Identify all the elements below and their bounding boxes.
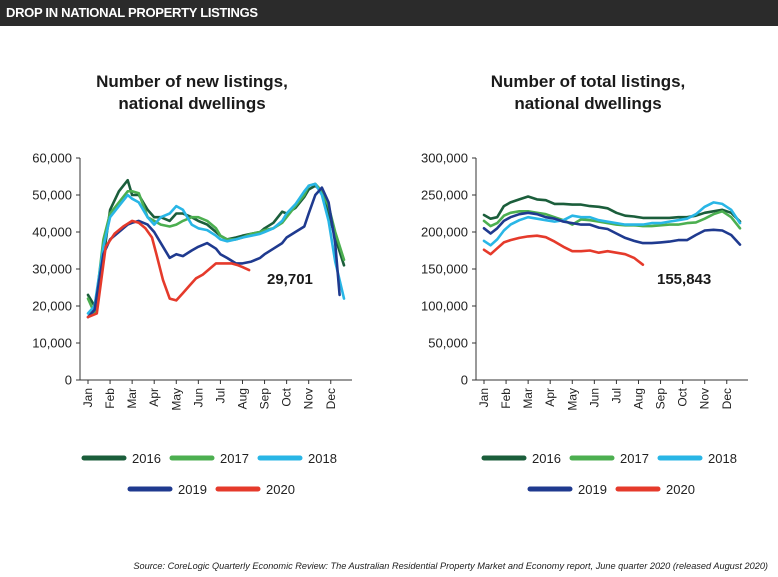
x-tick-label: Jan	[477, 388, 491, 407]
x-tick-label: Mar	[125, 388, 139, 409]
header-banner: DROP IN NATIONAL PROPERTY LISTINGS	[0, 0, 778, 26]
legend-label-2019: 2019	[578, 482, 607, 497]
legend-label-2019: 2019	[178, 482, 207, 497]
x-tick-label: Mar	[521, 388, 535, 409]
chart-title-line: Number of total listings,	[491, 72, 686, 91]
chart-title-line: Number of new listings,	[96, 72, 288, 91]
x-tick-label: Aug	[631, 388, 645, 409]
x-tick-label: Jul	[213, 388, 227, 403]
series-line-2019	[482, 211, 742, 246]
legend-label-2016: 2016	[132, 451, 161, 466]
x-tick-label: Dec	[720, 388, 734, 409]
series-line-2019	[86, 186, 341, 319]
x-tick-label: Feb	[103, 388, 117, 409]
chart-title-line: national dwellings	[118, 94, 265, 113]
banner-title: DROP IN NATIONAL PROPERTY LISTINGS	[6, 5, 258, 20]
x-tick-label: Jun	[191, 388, 205, 407]
y-tick-label: 60,000	[32, 151, 72, 166]
legend-label-2018: 2018	[708, 451, 737, 466]
y-tick-label: 0	[65, 373, 72, 388]
x-tick-label: Dec	[324, 388, 338, 409]
x-tick-label: Jan	[81, 388, 95, 407]
y-tick-label: 300,000	[421, 151, 468, 166]
y-tick-label: 200,000	[421, 225, 468, 240]
y-tick-label: 30,000	[32, 262, 72, 277]
y-tick-label: 100,000	[421, 299, 468, 314]
latest-value-annotation: 29,701	[267, 271, 313, 288]
x-tick-label: Oct	[280, 387, 294, 406]
legend-label-2017: 2017	[220, 451, 249, 466]
legend-label-2020: 2020	[266, 482, 295, 497]
latest-value-annotation: 155,843	[657, 271, 711, 288]
series-line-2017	[482, 210, 742, 230]
x-tick-label: Sep	[258, 388, 272, 410]
y-tick-label: 150,000	[421, 262, 468, 277]
y-tick-label: 20,000	[32, 299, 72, 314]
series-line-2020	[86, 219, 251, 319]
series-line-2016	[482, 195, 742, 223]
x-tick-label: Nov	[302, 388, 316, 409]
legend-label-2018: 2018	[308, 451, 337, 466]
x-tick-label: Apr	[543, 388, 557, 407]
legend-label-2017: 2017	[620, 451, 649, 466]
legend-label-2020: 2020	[666, 482, 695, 497]
y-tick-label: 40,000	[32, 225, 72, 240]
source-note: Source: CoreLogic Quarterly Economic Rev…	[133, 561, 768, 571]
x-tick-label: Oct	[676, 387, 690, 406]
series-line-2018	[86, 182, 346, 315]
x-tick-label: Apr	[147, 388, 161, 407]
x-tick-label: Nov	[698, 388, 712, 409]
x-tick-label: Sep	[654, 388, 668, 410]
x-tick-label: Jun	[587, 388, 601, 407]
y-tick-label: 50,000	[428, 336, 468, 351]
y-tick-label: 250,000	[421, 188, 468, 203]
x-tick-label: Feb	[499, 388, 513, 409]
series-line-2017	[86, 182, 346, 315]
legend-label-2016: 2016	[532, 451, 561, 466]
chart-title-line: national dwellings	[514, 94, 661, 113]
series-line-2018	[482, 201, 742, 247]
y-tick-label: 0	[461, 373, 468, 388]
y-tick-label: 50,000	[32, 188, 72, 203]
y-tick-label: 10,000	[32, 336, 72, 351]
x-tick-label: May	[169, 388, 183, 411]
series-line-2020	[482, 234, 645, 266]
x-tick-label: May	[565, 388, 579, 411]
x-tick-label: Aug	[235, 388, 249, 409]
x-tick-label: Jul	[609, 388, 623, 403]
